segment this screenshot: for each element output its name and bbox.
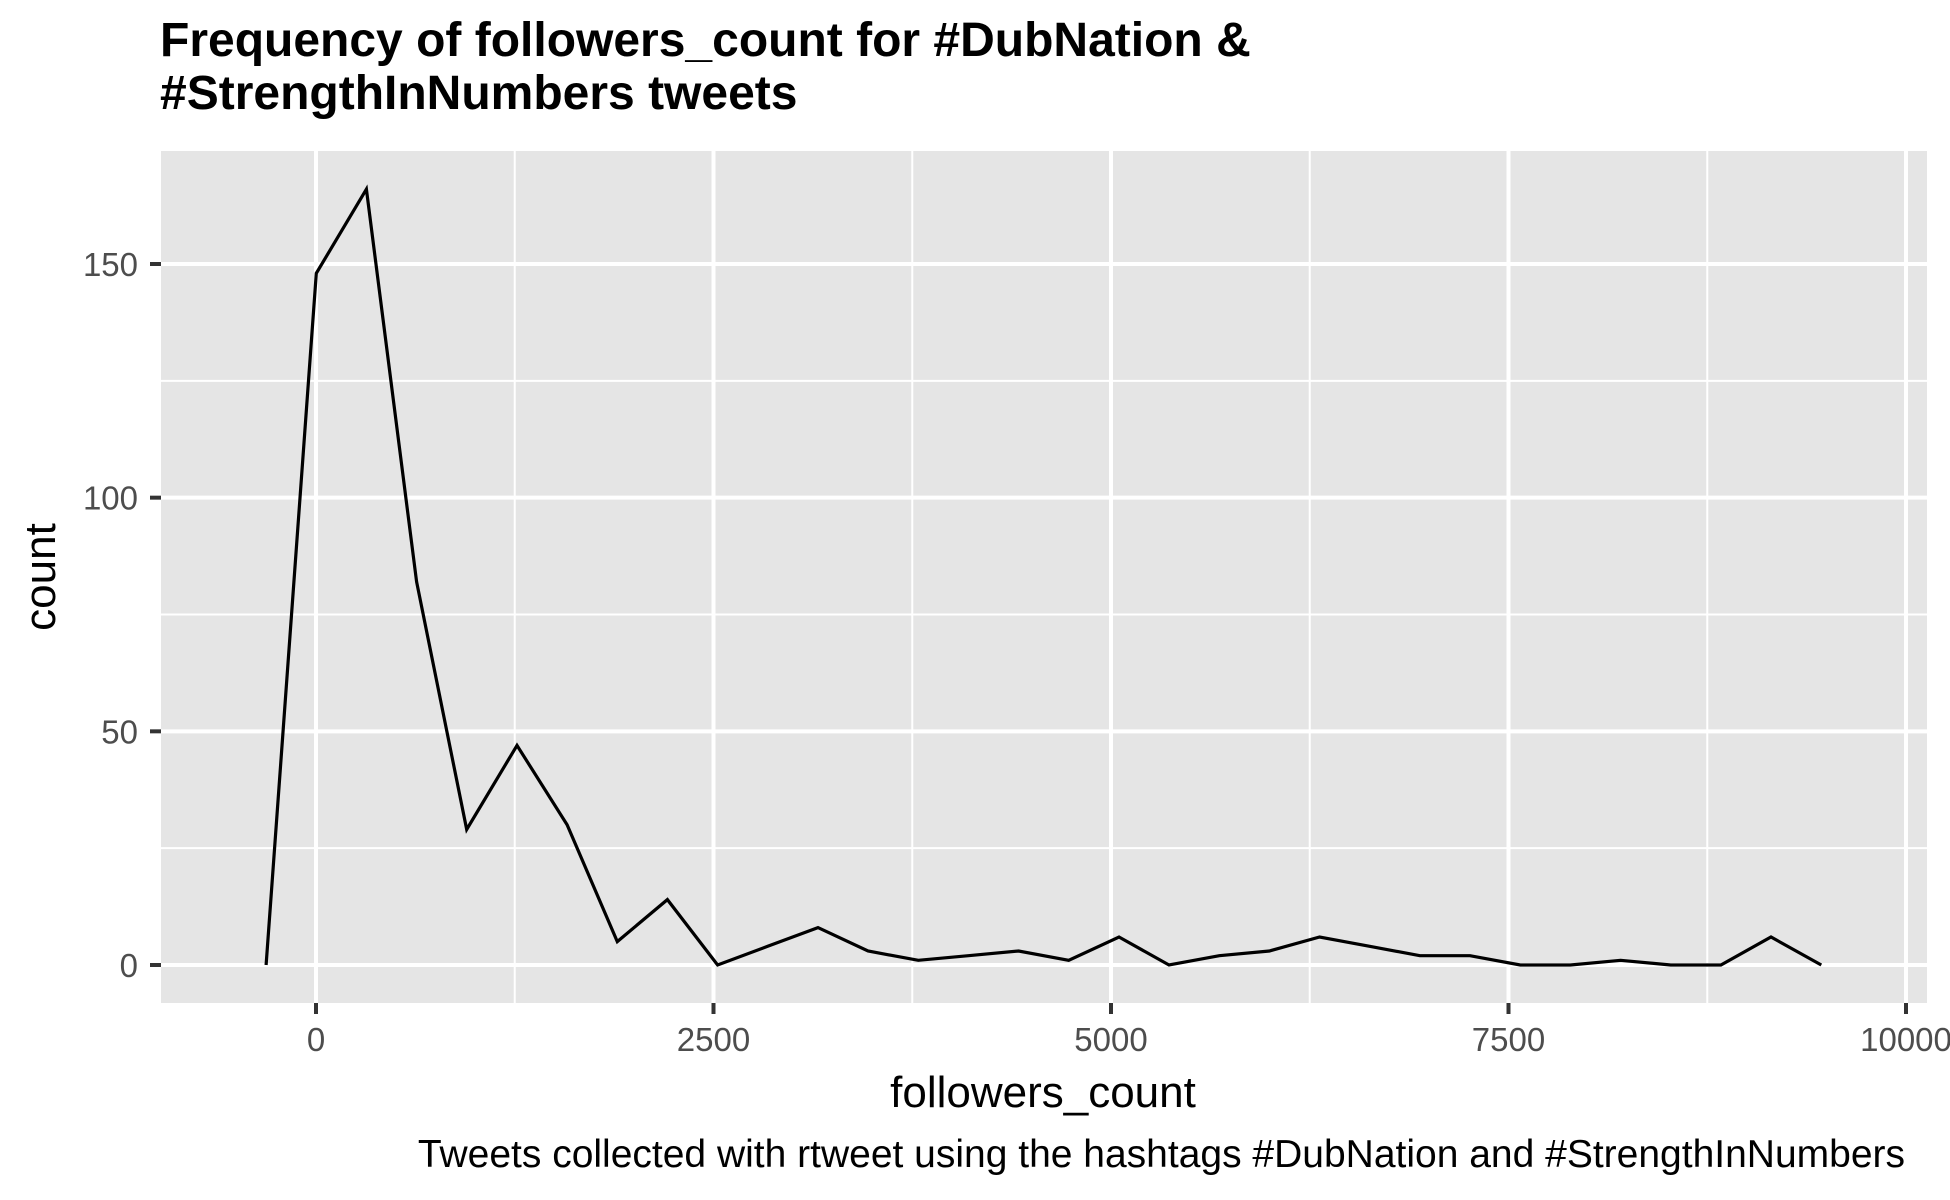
- chart-caption: Tweets collected with rtweet using the h…: [418, 1133, 1905, 1176]
- x-tick-label: 5000: [1074, 1021, 1147, 1058]
- y-axis: 0 50 100 150: [83, 246, 161, 984]
- major-gridlines: [161, 151, 1927, 1003]
- y-tick-label: 100: [83, 480, 138, 517]
- x-tick-label: 2500: [677, 1021, 750, 1058]
- chart-title-line-2: #StrengthInNumbers tweets: [160, 67, 798, 120]
- y-tick-label: 0: [120, 947, 138, 984]
- frequency-polygon-line: [264, 184, 1823, 967]
- x-tick-label: 0: [307, 1021, 325, 1058]
- chart-title-line-1: Frequency of followers_count for #DubNat…: [160, 14, 1251, 67]
- y-tick-label: 150: [83, 246, 138, 283]
- x-axis-title: followers_count: [890, 1068, 1196, 1117]
- x-tick-label: 7500: [1472, 1021, 1545, 1058]
- y-axis-title: count: [16, 523, 65, 631]
- y-tick-label: 50: [101, 713, 138, 750]
- chart-title: Frequency of followers_count for #DubNat…: [160, 14, 1560, 120]
- minor-gridlines: [161, 151, 1927, 1003]
- x-tick-label: 10000: [1860, 1021, 1950, 1058]
- x-axis: 0 2500 5000 7500 10000: [307, 1003, 1950, 1058]
- plot-panel: [161, 151, 1927, 1003]
